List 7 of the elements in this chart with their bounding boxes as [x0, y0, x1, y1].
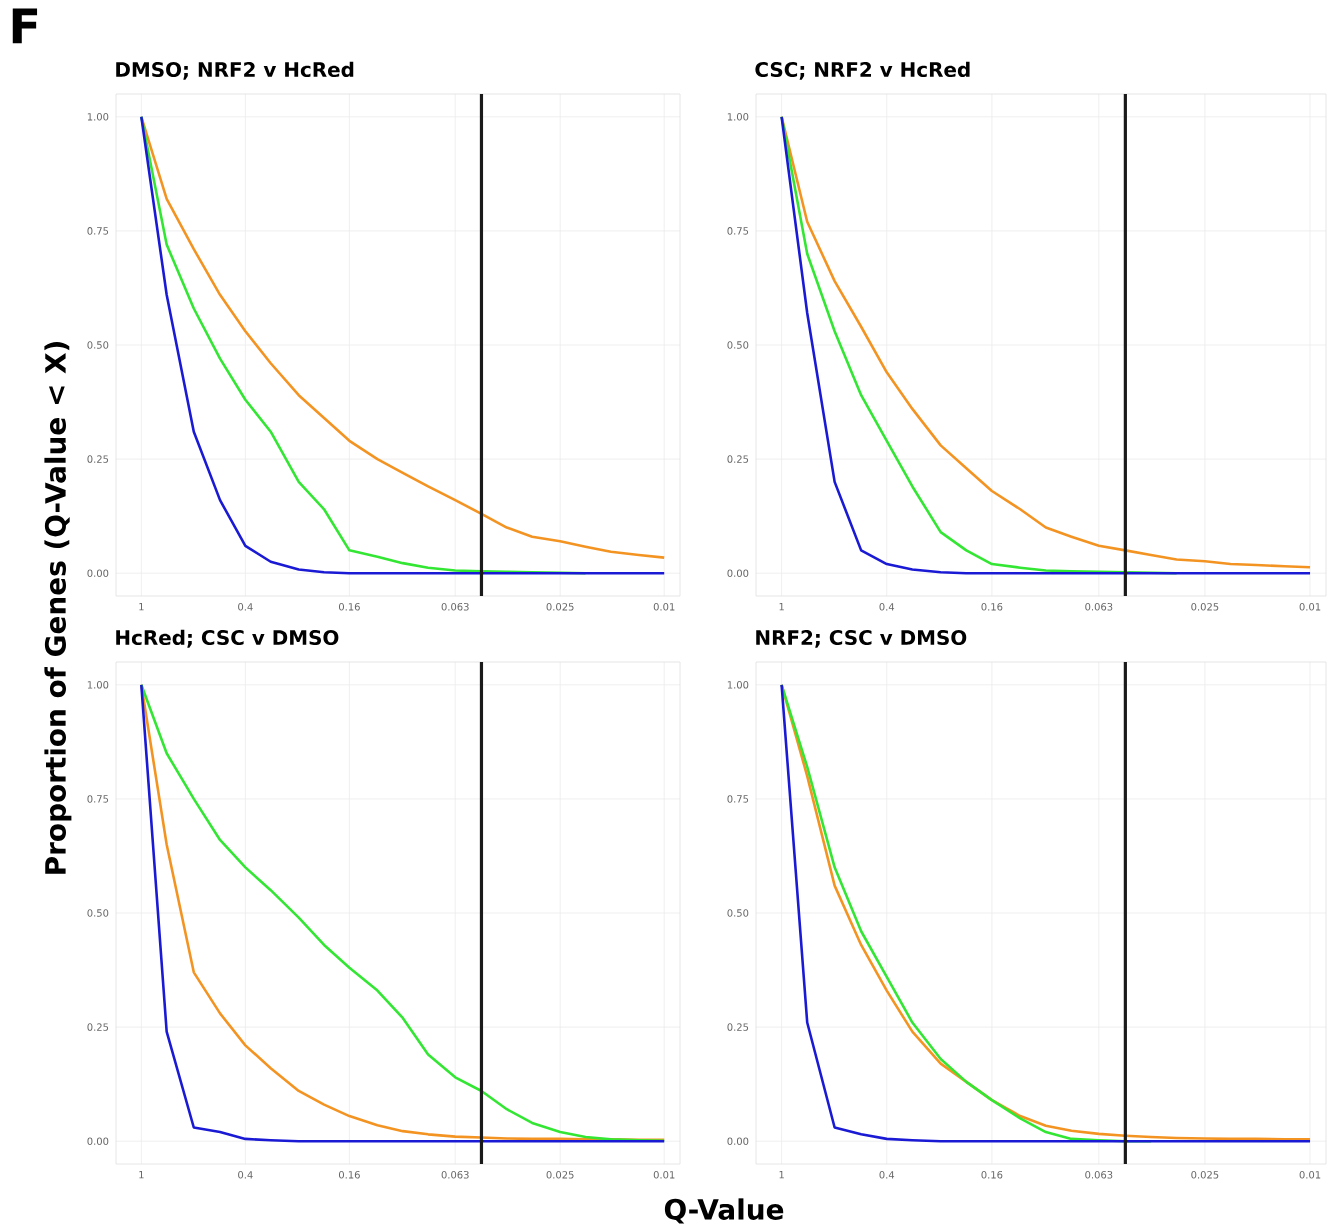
chart-title: NRF2; CSC v DMSO	[756, 630, 967, 648]
text: F	[12, 8, 38, 44]
x-axis-title: Q-Value	[664, 1198, 784, 1224]
chart-title: HcRed; CSC v DMSO	[116, 629, 339, 648]
y-axis-title: Proportion of Genes (Q-Value < X)	[44, 342, 72, 874]
chart-title: DMSO; NRF2 v HcRed	[116, 61, 354, 80]
chart-title: CSC; NRF2 v HcRed	[755, 61, 970, 80]
